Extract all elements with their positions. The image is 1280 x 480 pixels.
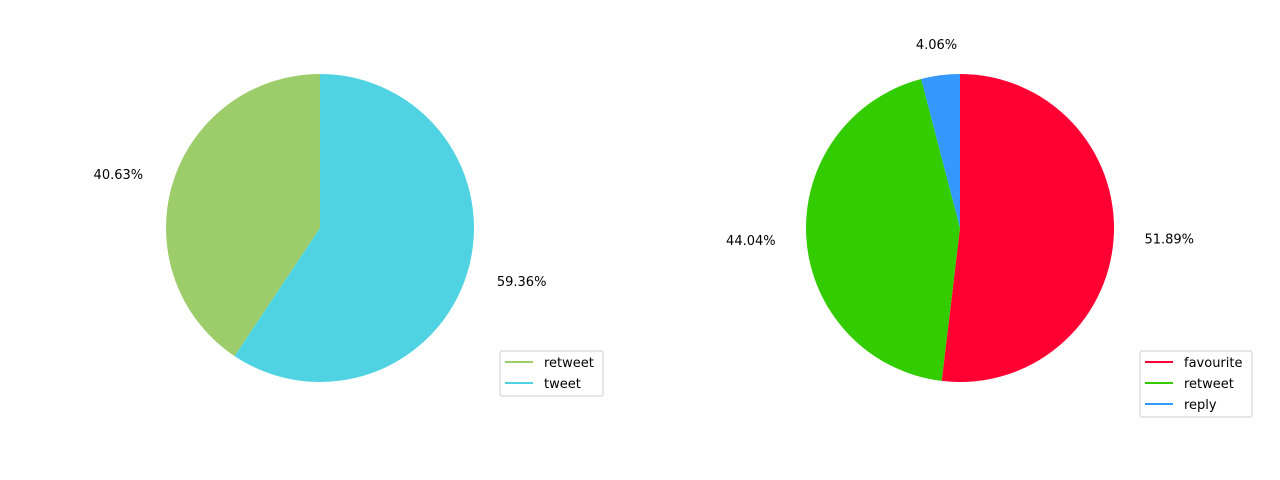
pie-slice-retweet [165,74,320,357]
pie-slice-reply [921,74,960,228]
legend: favourite retweet reply [1139,350,1253,418]
legend-label-favourite: favourite [1184,356,1242,371]
legend-frame [1139,350,1253,418]
legend-label-retweet: retweet [1184,377,1234,392]
percent-label-reply: 4.06% [916,38,957,53]
right-pie-chart: 51.89% 44.04% 4.06% favourite retweet reply [726,38,1253,418]
legend-label-retweet: retweet [544,356,594,371]
pie-slice-retweet [805,78,960,381]
pie-slice-favourite [941,74,1114,382]
percent-label-retweet: 40.63% [94,168,144,183]
left-pie-chart: 40.63% 59.36% retweet tweet [94,74,604,397]
legend-label-reply: reply [1184,398,1217,413]
legend-label-tweet: tweet [544,377,581,392]
pie-slice-tweet [234,74,474,383]
percent-label-tweet: 59.36% [497,275,547,290]
legend: retweet tweet [499,350,604,397]
percent-label-retweet: 44.04% [726,234,776,249]
percent-label-favourite: 51.89% [1144,233,1194,248]
